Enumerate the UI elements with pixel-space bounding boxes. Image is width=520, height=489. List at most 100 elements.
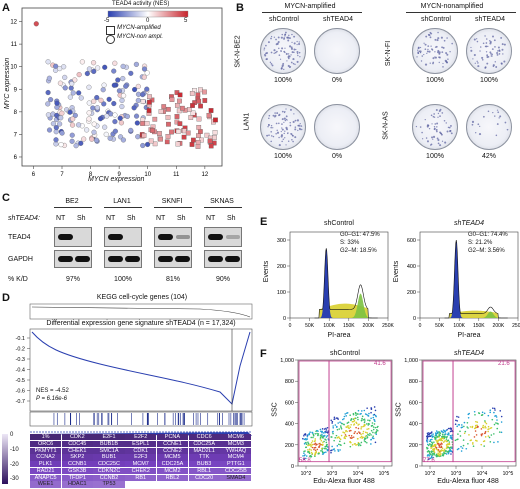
f-event-dot (302, 455, 304, 457)
b-colony-dot (498, 53, 501, 55)
f-event-dot (311, 440, 314, 442)
b-colony-dot (445, 52, 448, 54)
f-event-dot (330, 419, 333, 422)
a-point-nonamp (111, 82, 117, 88)
f-event-dot (360, 441, 363, 444)
f-event-dot (431, 438, 433, 441)
a-point-nonamp (140, 92, 146, 98)
a-point-nonamp (132, 87, 138, 93)
f-event-dot (456, 425, 458, 428)
f-event-dot (438, 433, 440, 435)
f-event-dot (435, 432, 438, 435)
f-ytick-label: 400 (285, 422, 294, 428)
f-event-dot (315, 430, 317, 433)
f-event-dot (480, 443, 483, 446)
b-colony-dot (449, 124, 452, 127)
a-point-nonamp (107, 135, 113, 141)
f-event-dot (461, 424, 463, 426)
gene-cell: PCNA (156, 434, 189, 441)
f-event-dot (456, 448, 459, 451)
a-point-nonamp (112, 128, 118, 134)
a-point-nonamp (135, 97, 141, 103)
f-event-dot (370, 438, 372, 441)
e-ytick-label: 0 (413, 316, 416, 322)
gene-cell: CHEK2 (125, 467, 157, 474)
f-event-dot (447, 452, 450, 455)
f-event-dot (314, 455, 316, 458)
gene-cell: RAD21 (30, 467, 62, 474)
f-event-dot (357, 409, 360, 412)
a-ytick-label: 9 (14, 87, 18, 93)
f-event-dot (331, 445, 333, 448)
f-event-dot (330, 451, 332, 454)
b-colony-dot (291, 138, 293, 141)
b-colony-dot (296, 43, 298, 46)
a-point-nonamp (86, 116, 92, 122)
f-event-dot (462, 444, 465, 447)
f-event-dot (325, 427, 327, 430)
a-point-nonamp (67, 109, 73, 115)
f-event-dot (353, 424, 355, 426)
a-point-nonamp (94, 95, 100, 101)
f-event-dot (351, 420, 354, 423)
f-event-dot (375, 433, 378, 436)
f-event-dot (436, 435, 438, 438)
a-xtick-label: 12 (202, 172, 209, 178)
a-xtick-label: 10 (144, 172, 151, 178)
f-event-dot (462, 439, 465, 441)
f-event-dot (364, 431, 367, 434)
f-event-dot (444, 450, 447, 452)
b-colony-dot (445, 122, 447, 124)
b-colony-dot (290, 54, 292, 56)
f-event-dot (439, 431, 441, 434)
f-event-dot (428, 452, 431, 454)
f-event-dot (312, 436, 314, 439)
b-colony-dot (427, 48, 429, 51)
legend-amplified: MYCN-amplified (117, 25, 161, 31)
f-event-dot (370, 408, 373, 411)
f-event-dot (370, 407, 372, 409)
b-colony-dot (426, 52, 428, 55)
f-event-dot (458, 424, 461, 426)
b-colony-dot (282, 62, 285, 65)
f-event-dot (311, 446, 314, 449)
f-event-dot (350, 435, 353, 437)
f-event-dot (336, 437, 338, 439)
b-colony-dot (506, 128, 509, 131)
f-event-dot (326, 432, 329, 434)
b-colony-dot (291, 33, 293, 36)
a-point-nonamp (69, 122, 76, 128)
a-point-amp (177, 121, 183, 127)
a-point-nonamp (120, 63, 126, 69)
panel-c-western-blot: shTEAD4: BE2 LAN1 SKNFI SKNAS NT Sh NT S… (0, 194, 258, 290)
f-event-dot (431, 453, 433, 455)
a-point-nonamp (69, 81, 75, 87)
b-colony-dot (449, 50, 451, 53)
b-colony-dot (281, 118, 284, 121)
f-event-dot (337, 443, 340, 446)
b-colony-dot (283, 132, 285, 135)
f-event-dot (357, 413, 359, 415)
b-colony-dot (436, 137, 439, 140)
legend-circle-icon (106, 35, 115, 44)
f-event-dot (426, 440, 428, 443)
f-event-dot (338, 437, 341, 440)
blot-gapdh-sknfi (154, 250, 192, 268)
f-event-dot (356, 416, 359, 419)
b-colony-dot (437, 138, 440, 142)
f-event-dot (438, 436, 440, 438)
f-event-dot (427, 433, 429, 436)
b-colony-dot (481, 58, 484, 61)
b-colony-dot (272, 114, 275, 117)
b-colony-dot (418, 50, 421, 52)
b-colony-dot (435, 108, 438, 112)
panel-label-d: D (2, 292, 10, 304)
f-event-dot (437, 455, 439, 457)
a-point-nonamp (45, 112, 51, 118)
b-colony-dot (270, 140, 272, 143)
b-colony-dot (442, 46, 445, 49)
b-colony-dot (283, 117, 286, 120)
b-colony-dot (437, 37, 440, 40)
f-event-dot (348, 430, 351, 432)
f-event-dot (331, 420, 334, 423)
